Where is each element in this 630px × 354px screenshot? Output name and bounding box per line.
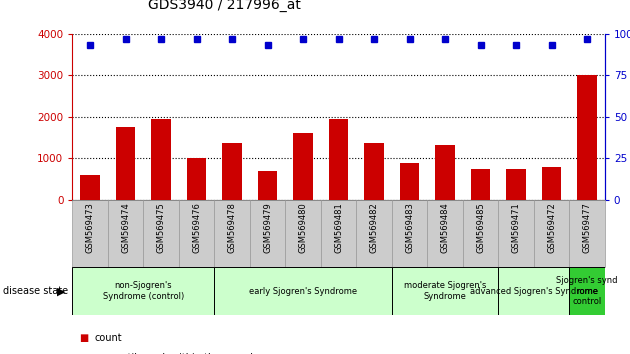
Bar (435, 145, 455, 200)
Text: GSM569483: GSM569483 (405, 202, 414, 253)
Bar (427, 200, 463, 267)
Bar (498, 200, 534, 267)
Bar (108, 200, 144, 267)
Bar (72, 200, 108, 267)
Bar (570, 200, 605, 267)
Text: ■: ■ (79, 353, 88, 354)
Text: Sjogren's synd
rome
control: Sjogren's synd rome control (556, 276, 618, 306)
Text: GSM569475: GSM569475 (157, 202, 166, 253)
Bar (151, 119, 171, 200)
Bar (577, 75, 597, 200)
Bar (144, 200, 179, 267)
Text: GSM569478: GSM569478 (227, 202, 237, 253)
Bar (542, 167, 561, 200)
Text: ■: ■ (79, 333, 88, 343)
Text: ▶: ▶ (57, 286, 65, 296)
Bar (258, 171, 277, 200)
Text: early Sjogren's Syndrome: early Sjogren's Syndrome (249, 287, 357, 296)
Bar (294, 133, 313, 200)
Text: GSM569482: GSM569482 (370, 202, 379, 253)
Bar (179, 200, 214, 267)
Bar (222, 143, 242, 200)
Bar (534, 200, 570, 267)
Text: disease state: disease state (3, 286, 68, 296)
Bar (329, 119, 348, 200)
Bar (507, 169, 526, 200)
Text: non-Sjogren's
Syndrome (control): non-Sjogren's Syndrome (control) (103, 281, 184, 301)
Text: count: count (94, 333, 122, 343)
Bar (392, 200, 427, 267)
Text: GSM569471: GSM569471 (512, 202, 520, 253)
Text: GSM569477: GSM569477 (583, 202, 592, 253)
Bar (214, 267, 392, 315)
Text: moderate Sjogren's
Syndrome: moderate Sjogren's Syndrome (404, 281, 486, 301)
Text: GSM569485: GSM569485 (476, 202, 485, 253)
Text: GSM569484: GSM569484 (440, 202, 450, 253)
Text: GSM569479: GSM569479 (263, 202, 272, 253)
Text: GSM569473: GSM569473 (86, 202, 94, 253)
Text: advanced Sjogren's Syndrome: advanced Sjogren's Syndrome (470, 287, 598, 296)
Bar (357, 200, 392, 267)
Bar (498, 267, 570, 315)
Text: GSM569476: GSM569476 (192, 202, 201, 253)
Bar (187, 159, 207, 200)
Bar (471, 169, 490, 200)
Bar (364, 143, 384, 200)
Text: GDS3940 / 217996_at: GDS3940 / 217996_at (148, 0, 301, 12)
Bar (214, 200, 250, 267)
Text: percentile rank within the sample: percentile rank within the sample (94, 353, 260, 354)
Text: GSM569480: GSM569480 (299, 202, 307, 253)
Text: GSM569474: GSM569474 (121, 202, 130, 253)
Bar (392, 267, 498, 315)
Bar (116, 127, 135, 200)
Bar (400, 162, 420, 200)
Text: GSM569481: GSM569481 (334, 202, 343, 253)
Bar (81, 175, 100, 200)
Bar (250, 200, 285, 267)
Bar (570, 267, 605, 315)
Bar (463, 200, 498, 267)
Text: GSM569472: GSM569472 (547, 202, 556, 253)
Bar (285, 200, 321, 267)
Bar (72, 267, 214, 315)
Bar (321, 200, 357, 267)
